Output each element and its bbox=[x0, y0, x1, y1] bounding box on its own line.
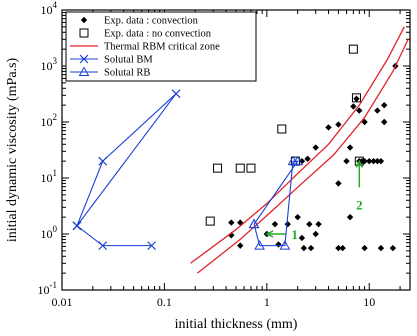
data-point bbox=[147, 241, 157, 251]
data-point bbox=[275, 241, 282, 248]
data-point bbox=[72, 221, 82, 231]
data-point bbox=[279, 240, 291, 250]
legend-box bbox=[65, 11, 257, 82]
legend-item: Thermal RBM critical zone bbox=[70, 42, 220, 53]
annotation-arrowhead bbox=[265, 230, 274, 238]
legend-marker bbox=[80, 16, 88, 24]
data-point bbox=[381, 101, 388, 109]
data-point bbox=[356, 107, 363, 114]
data-point bbox=[298, 157, 306, 165]
annotation-label: 2 bbox=[356, 197, 363, 212]
data-point bbox=[348, 44, 358, 54]
data-point bbox=[277, 124, 287, 134]
legend-label: Thermal RBM critical zone bbox=[104, 42, 220, 53]
x-tick-label: 0.01 bbox=[52, 295, 73, 309]
data-point bbox=[284, 220, 291, 228]
data-point bbox=[98, 156, 108, 166]
data-point bbox=[235, 163, 245, 173]
legend-label: Solutal RB bbox=[104, 68, 150, 79]
data-point bbox=[374, 107, 381, 114]
legend-item: Solutal RB bbox=[70, 66, 150, 79]
data-point bbox=[228, 219, 235, 226]
data-point bbox=[98, 241, 108, 251]
data-point bbox=[374, 157, 381, 165]
data-point bbox=[335, 244, 342, 252]
y-tick-label: 103 bbox=[41, 56, 58, 73]
data-point bbox=[377, 244, 385, 252]
data-point bbox=[339, 244, 346, 252]
data-point bbox=[381, 118, 388, 126]
data-point bbox=[271, 220, 279, 228]
legend-label: Exp. data : convection bbox=[104, 16, 199, 27]
critical-zone-curve bbox=[197, 39, 409, 274]
legend-marker bbox=[79, 28, 89, 38]
data-point bbox=[325, 124, 332, 131]
data-point bbox=[246, 163, 256, 173]
series-exp-data-convection bbox=[228, 62, 399, 252]
data-point bbox=[346, 213, 354, 221]
data-point bbox=[377, 157, 385, 165]
data-point bbox=[237, 219, 244, 226]
critical-zone-curve bbox=[190, 26, 405, 264]
annotation-2: 2 bbox=[355, 159, 363, 212]
legend-item: Exp. data : no convection bbox=[79, 28, 212, 40]
annotation-arrowhead bbox=[355, 159, 363, 168]
data-point bbox=[213, 163, 223, 173]
legend-item: Solutal BM bbox=[70, 55, 153, 66]
data-point bbox=[346, 144, 354, 151]
plot-area: 12 bbox=[72, 26, 409, 274]
data-point bbox=[248, 218, 260, 229]
series-thermal-rbm-critical-zone bbox=[190, 26, 409, 274]
legend-label: Exp. data : no convection bbox=[104, 29, 212, 40]
data-point bbox=[237, 242, 244, 249]
legend-marker bbox=[78, 66, 90, 76]
series-line bbox=[76, 93, 177, 247]
annotation-1: 1 bbox=[265, 227, 298, 242]
data-point bbox=[315, 220, 322, 228]
x-tick-label: 0.1 bbox=[157, 295, 172, 309]
y-tick-label: 104 bbox=[41, 0, 58, 17]
data-point bbox=[307, 244, 315, 252]
series-solutal-bm bbox=[72, 89, 181, 251]
data-point bbox=[343, 157, 350, 165]
data-point bbox=[205, 216, 215, 226]
y-tick-label: 10-1 bbox=[38, 280, 58, 297]
data-point bbox=[370, 157, 377, 165]
data-point bbox=[298, 234, 306, 242]
x-axis-title: initial thickness (mm) bbox=[175, 317, 298, 332]
data-point bbox=[366, 157, 373, 165]
data-point bbox=[353, 95, 360, 102]
data-point bbox=[292, 155, 304, 166]
data-point bbox=[300, 244, 308, 252]
data-point bbox=[361, 244, 368, 252]
legend-marker bbox=[79, 54, 89, 64]
legend-label: Solutal BM bbox=[104, 55, 153, 66]
annotation-label: 1 bbox=[291, 227, 298, 242]
data-point bbox=[335, 180, 342, 187]
data-point bbox=[254, 240, 265, 250]
series-solutal-rb bbox=[248, 155, 304, 250]
x-tick-label: 1 bbox=[264, 295, 270, 309]
data-point bbox=[335, 121, 342, 128]
legend: Exp. data : convection Exp. data : no con… bbox=[65, 11, 257, 82]
y-tick-label: 101 bbox=[41, 168, 58, 185]
data-point bbox=[312, 144, 319, 151]
data-point bbox=[171, 89, 181, 99]
y-tick-label: 102 bbox=[41, 112, 58, 129]
plot-frame bbox=[61, 9, 411, 291]
y-tick-label: 100 bbox=[41, 224, 58, 241]
y-axis-title: initial dynamic viscosity (mPa.s) bbox=[5, 58, 20, 243]
legend-item: Exp. data : convection bbox=[80, 16, 199, 27]
data-point bbox=[294, 213, 301, 221]
data-point bbox=[304, 155, 311, 163]
data-point bbox=[350, 103, 357, 110]
data-point bbox=[312, 230, 319, 238]
data-point bbox=[351, 93, 361, 103]
data-point bbox=[306, 220, 313, 228]
data-point bbox=[389, 244, 397, 252]
x-tick-label: 10 bbox=[363, 295, 375, 309]
